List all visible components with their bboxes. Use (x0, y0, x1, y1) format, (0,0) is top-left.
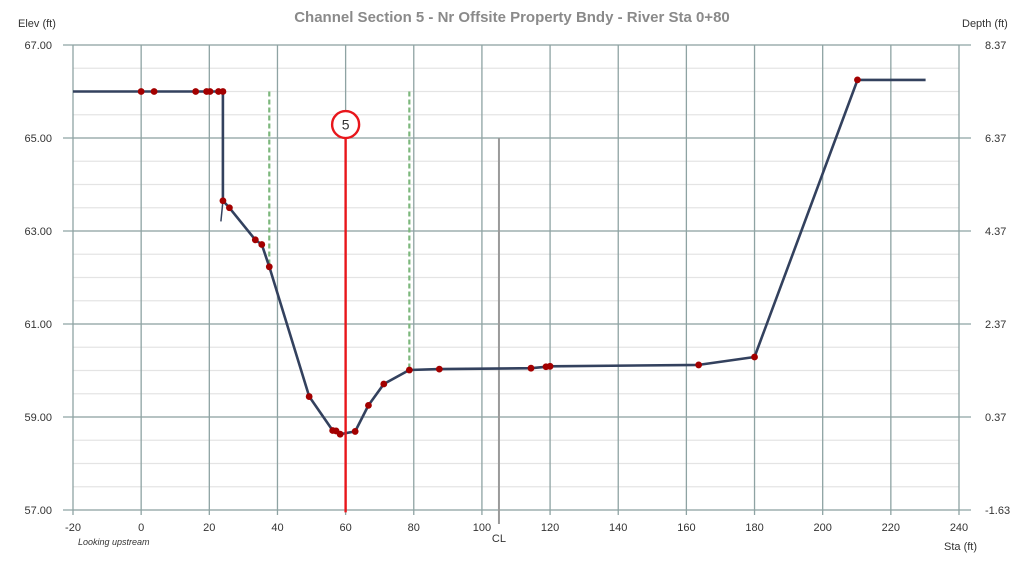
y2-tick-label: 4.37 (985, 226, 1006, 238)
x-tick-label: 180 (745, 522, 763, 534)
x-tick-label: 40 (271, 522, 283, 534)
minor-gridlines (73, 44, 959, 511)
survey-point (380, 380, 388, 388)
x-axis-label: Sta (ft) (944, 541, 978, 553)
x-tick-label: 200 (814, 522, 832, 534)
survey-point (206, 88, 214, 95)
survey-point (226, 204, 233, 212)
y2-tick-label: 6.37 (985, 133, 1006, 145)
y-tick-label: 59.00 (24, 412, 52, 424)
survey-point (365, 401, 372, 409)
y2-axis-label: Depth (ft) (962, 18, 1008, 30)
centerline-label: CL (492, 533, 506, 545)
x-tick-label: 240 (950, 522, 968, 534)
y-tick-label: 65.00 (24, 133, 52, 145)
y2-tick-label: -1.63 (985, 505, 1010, 517)
x-tick-label: 60 (339, 522, 351, 534)
survey-point (137, 88, 145, 95)
centerline-marker: CL (492, 138, 506, 545)
ground-profile (73, 76, 926, 438)
x-tick-label: 100 (473, 522, 491, 534)
x-tick-label: 0 (138, 522, 144, 534)
x-tick-label: 220 (882, 522, 900, 534)
survey-point (219, 197, 227, 205)
survey-point (546, 362, 554, 370)
x-tick-label: 20 (203, 522, 215, 534)
survey-point (351, 428, 359, 435)
survey-point (150, 88, 158, 95)
survey-point (251, 236, 259, 244)
y-tick-label: 57.00 (24, 505, 52, 517)
y2-tick-label: 0.37 (985, 412, 1006, 424)
survey-point (336, 430, 344, 438)
y-tick-label: 61.00 (24, 319, 52, 331)
section-marker: 5 (330, 109, 361, 513)
x-tick-label: 80 (408, 522, 420, 534)
survey-point (305, 393, 313, 400)
survey-point (192, 88, 200, 95)
chart-title: Channel Section 5 - Nr Offsite Property … (294, 9, 730, 26)
profile-stub (220, 200, 224, 222)
y2-tick-label: 2.37 (985, 319, 1006, 331)
section-marker-label: 5 (342, 117, 350, 133)
major-gridlines (63, 44, 971, 515)
x-tick-label: -20 (65, 522, 81, 534)
survey-point (695, 361, 703, 369)
y-tick-label: 67.00 (24, 40, 52, 52)
y2-tick-label: 8.37 (985, 40, 1006, 52)
x-tick-label: 120 (541, 522, 559, 534)
bank-station-lines (268, 91, 411, 371)
survey-point (854, 76, 861, 84)
survey-point (435, 365, 443, 373)
view-direction-note: Looking upstream (78, 537, 150, 547)
survey-point (265, 263, 273, 271)
y-axis-label: Elev (ft) (18, 18, 56, 30)
survey-point (219, 88, 227, 95)
y-tick-label: 63.00 (24, 226, 52, 238)
section-marker-circle (330, 109, 361, 140)
x-tick-label: 160 (677, 522, 695, 534)
survey-point (405, 366, 413, 374)
axis-tick-labels: 67.00 8.37 65.00 6.37 63.00 4.37 61.00 2.37 59.0… (24, 40, 1010, 534)
survey-point (527, 364, 535, 372)
survey-point (751, 353, 758, 361)
survey-point (258, 241, 266, 248)
x-tick-label: 140 (609, 522, 627, 534)
